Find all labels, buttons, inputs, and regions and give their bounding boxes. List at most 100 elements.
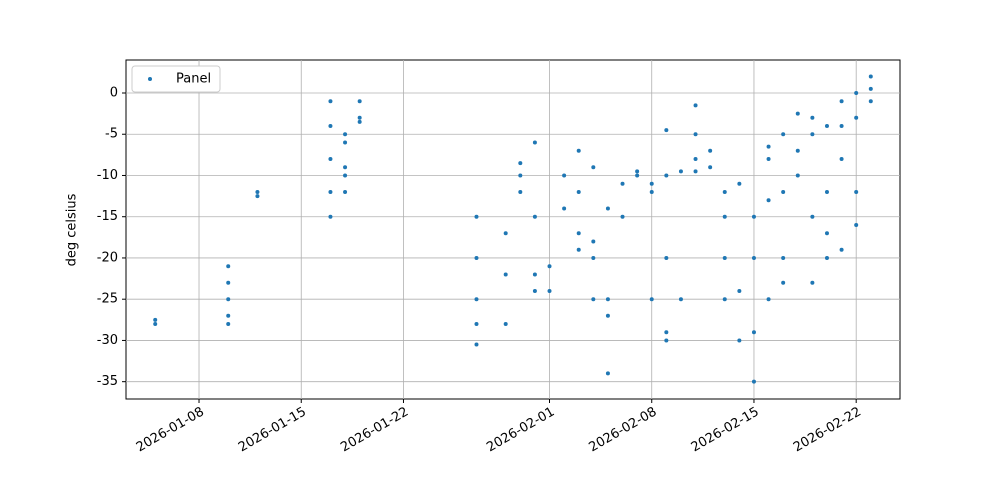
point	[751, 255, 756, 260]
point	[737, 181, 742, 186]
point	[854, 222, 859, 227]
point	[474, 321, 479, 326]
point	[605, 371, 610, 376]
point	[532, 140, 537, 145]
point	[343, 132, 348, 137]
point	[824, 123, 829, 128]
point	[605, 297, 610, 302]
point	[751, 330, 756, 335]
y-tick-label: -5	[105, 127, 118, 142]
point	[751, 214, 756, 219]
legend-box	[131, 65, 221, 93]
point	[591, 165, 596, 170]
point	[868, 99, 873, 104]
y-tick-label: -35	[97, 374, 118, 389]
point	[854, 115, 859, 120]
point	[722, 189, 727, 194]
point	[518, 189, 523, 194]
point	[824, 189, 829, 194]
point	[328, 123, 333, 128]
point	[605, 206, 610, 211]
point	[153, 317, 158, 322]
point	[226, 280, 231, 285]
point	[649, 181, 654, 186]
point	[576, 148, 581, 153]
point	[722, 255, 727, 260]
point	[474, 342, 479, 347]
point	[664, 255, 669, 260]
point	[868, 86, 873, 91]
point	[343, 173, 348, 178]
y-tick-label: 0	[110, 85, 118, 100]
point	[824, 255, 829, 260]
point	[722, 297, 727, 302]
point	[605, 313, 610, 318]
x-tick-label: 2026-02-01	[484, 405, 557, 456]
point	[664, 338, 669, 343]
point	[693, 156, 698, 161]
point	[591, 239, 596, 244]
y-tick-label: -25	[97, 292, 118, 307]
point	[722, 214, 727, 219]
point	[620, 181, 625, 186]
point	[678, 297, 683, 302]
point	[328, 189, 333, 194]
point	[328, 99, 333, 104]
point	[839, 123, 844, 128]
point	[664, 173, 669, 178]
point	[781, 255, 786, 260]
point	[781, 132, 786, 137]
point	[343, 165, 348, 170]
point	[343, 140, 348, 145]
point	[226, 297, 231, 302]
point	[357, 119, 362, 124]
point	[357, 99, 362, 104]
point	[532, 272, 537, 277]
point	[343, 189, 348, 194]
plot-frame	[125, 59, 901, 400]
point	[474, 214, 479, 219]
x-tick-label: 2026-01-15	[236, 405, 309, 456]
point	[810, 132, 815, 137]
x-tick-label: 2026-02-08	[587, 405, 660, 456]
point	[328, 214, 333, 219]
point	[328, 156, 333, 161]
point	[781, 280, 786, 285]
point	[591, 297, 596, 302]
point	[649, 189, 654, 194]
point	[503, 272, 508, 277]
point	[620, 214, 625, 219]
point	[708, 165, 713, 170]
point	[649, 297, 654, 302]
point	[576, 189, 581, 194]
point	[868, 74, 873, 79]
point	[678, 169, 683, 174]
point	[824, 231, 829, 236]
point	[503, 321, 508, 326]
point	[547, 264, 552, 269]
point	[226, 313, 231, 318]
point	[532, 288, 537, 293]
point	[854, 90, 859, 95]
point	[226, 321, 231, 326]
point	[839, 99, 844, 104]
legend-marker	[148, 77, 152, 81]
point	[635, 169, 640, 174]
point	[503, 231, 508, 236]
point	[766, 198, 771, 203]
point	[518, 161, 523, 166]
point	[795, 111, 800, 116]
point	[751, 379, 756, 384]
y-axis-label: deg celsius	[65, 193, 80, 266]
point	[737, 338, 742, 343]
point	[810, 280, 815, 285]
point	[839, 247, 844, 252]
point	[854, 189, 859, 194]
point	[766, 156, 771, 161]
point	[562, 206, 567, 211]
point	[474, 297, 479, 302]
point	[766, 297, 771, 302]
x-tick-label: 2026-01-08	[134, 405, 207, 456]
point	[693, 132, 698, 137]
